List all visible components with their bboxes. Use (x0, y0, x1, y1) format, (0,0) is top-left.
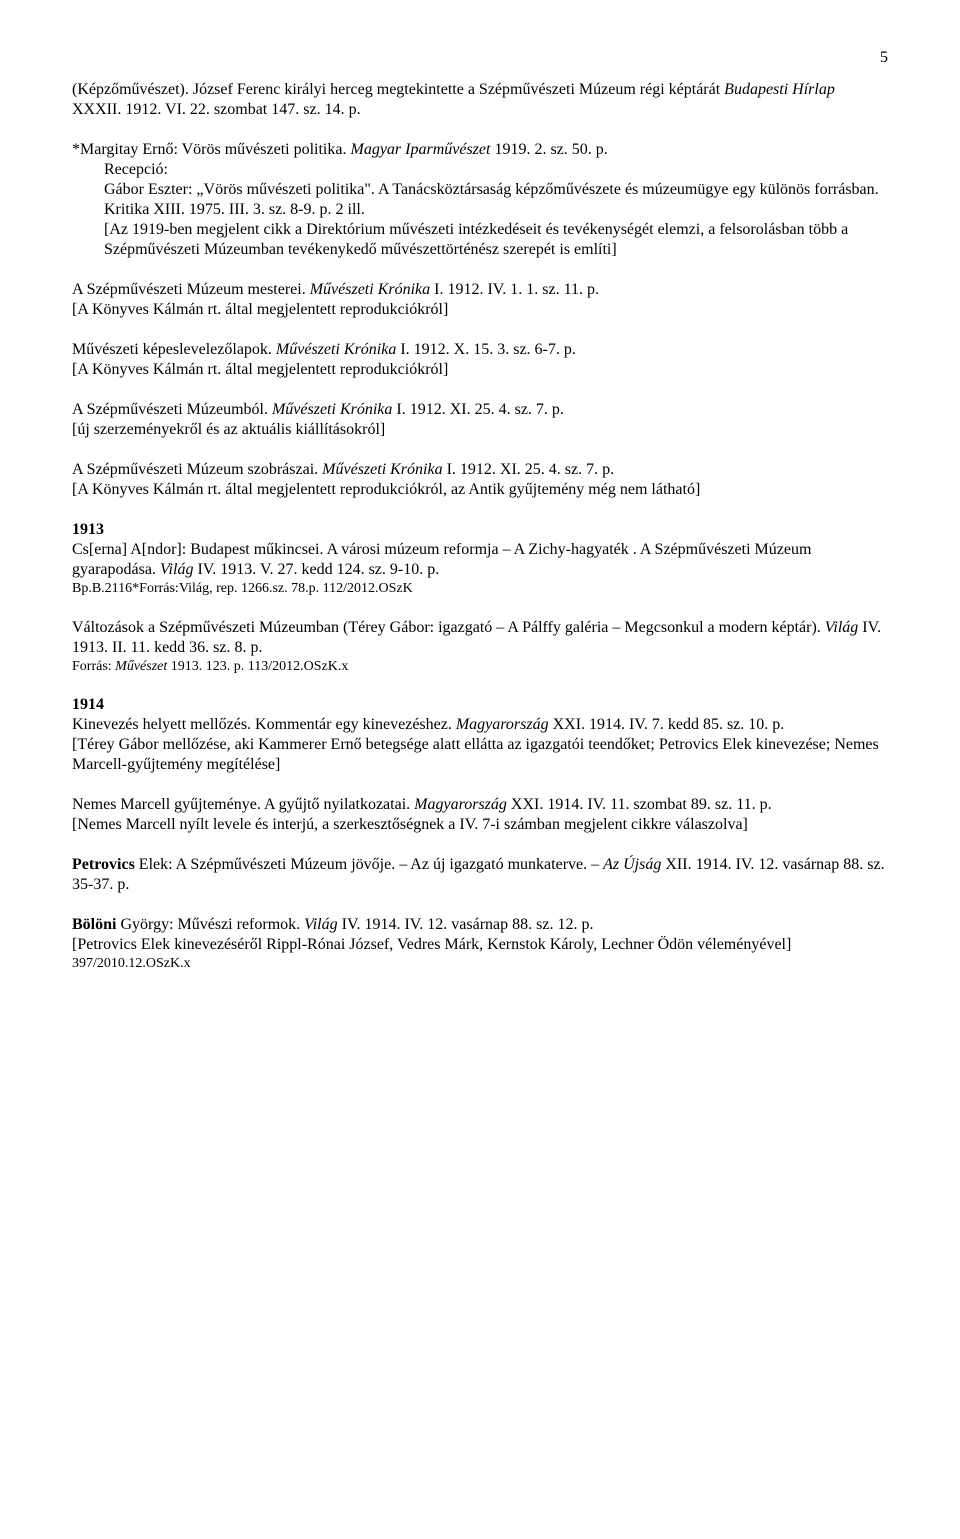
text-segment: Világ (160, 561, 193, 578)
text-segment: Forrás: (72, 659, 115, 674)
bibliography-entry: 1914Kinevezés helyett mellőzés. Kommentá… (72, 695, 888, 775)
text-segment: Magyarország (414, 796, 507, 813)
text-segment: Művészeti Krónika (322, 461, 442, 478)
text-segment: Budapesti Hírlap (724, 81, 835, 98)
text-segment: A Szépművészeti Múzeum mesterei. (72, 281, 310, 298)
text-segment: I. 1912. X. 15. 3. sz. 6-7. p. (396, 341, 576, 358)
text-segment: [Az 1919-ben megjelent cikk a Direktóriu… (104, 221, 848, 258)
entry-line: *Margitay Ernő: Vörös művészeti politika… (72, 140, 888, 160)
bibliography-entry: Nemes Marcell gyűjteménye. A gyűjtő nyil… (72, 795, 888, 835)
year-heading: 1913 (72, 520, 888, 540)
text-segment: Magyar Iparművészet (350, 141, 490, 158)
bibliography-entry: A Szépművészeti Múzeum szobrászai. Művés… (72, 460, 888, 500)
bibliography-entry: (Képzőművészet). József Ferenc királyi h… (72, 80, 888, 120)
entry-line: Művészeti képeslevelezőlapok. Művészeti … (72, 340, 888, 360)
bibliography-entry: *Margitay Ernő: Vörös művészeti politika… (72, 140, 888, 260)
text-segment: Gábor Eszter: „Vörös művészeti politika"… (104, 181, 879, 218)
text-segment: Magyarország (456, 716, 549, 733)
bibliography-entry: 1913Cs[erna] A[ndor]: Budapest műkincsei… (72, 520, 888, 598)
entry-line: [új szerzeményekről és az aktuális kiáll… (72, 420, 888, 440)
text-segment: Művészet (115, 659, 167, 674)
text-segment: XXXII. 1912. VI. 22. szombat 147. sz. 14… (72, 101, 361, 118)
text-segment: IV. 1914. IV. 12. vasárnap 88. sz. 12. p… (338, 916, 594, 933)
year-heading: 1914 (72, 695, 888, 715)
entry-line: 397/2010.12.OSzK.x (72, 955, 888, 973)
text-segment: Bp.B.2116*Forrás:Világ, rep. 1266.sz. 78… (72, 581, 413, 596)
text-segment: Művészeti Krónika (310, 281, 430, 298)
text-segment: 397/2010.12.OSzK.x (72, 956, 191, 971)
text-segment: XXI. 1914. IV. 11. szombat 89. sz. 11. p… (507, 796, 772, 813)
text-segment: I. 1912. XI. 25. 4. sz. 7. p. (443, 461, 615, 478)
bibliography-entry: A Szépművészeti Múzeum mesterei. Művésze… (72, 280, 888, 320)
text-segment: György: Művészi reformok. (116, 916, 304, 933)
entry-line: Forrás: Művészet 1913. 123. p. 113/2012.… (72, 658, 888, 676)
entry-line: A Szépművészeti Múzeum szobrászai. Művés… (72, 460, 888, 480)
text-segment: Elek: A Szépművészeti Múzeum jövője. – A… (135, 856, 603, 873)
text-segment: A Szépművészeti Múzeum szobrászai. (72, 461, 322, 478)
text-segment: [új szerzeményekről és az aktuális kiáll… (72, 421, 385, 438)
bibliography-entry: Bölöni György: Művészi reformok. Világ I… (72, 915, 888, 973)
entry-line: Változások a Szépművészeti Múzeumban (Té… (72, 618, 888, 658)
text-segment: Változások a Szépművészeti Múzeumban (Té… (72, 619, 825, 636)
text-segment: Petrovics (72, 856, 135, 873)
entry-line: (Képzőművészet). József Ferenc királyi h… (72, 80, 888, 120)
text-segment: [Petrovics Elek kinevezéséről Rippl-Róna… (72, 936, 791, 953)
text-segment: 1913. 123. p. 113/2012.OSzK.x (167, 659, 348, 674)
text-segment: *Margitay Ernő: Vörös művészeti politika… (72, 141, 350, 158)
bibliography-entry: Változások a Szépművészeti Múzeumban (Té… (72, 618, 888, 676)
entry-line: Petrovics Elek: A Szépművészeti Múzeum j… (72, 855, 888, 895)
entry-line: [Petrovics Elek kinevezéséről Rippl-Róna… (72, 935, 888, 955)
text-segment: [Térey Gábor mellőzése, aki Kammerer Ern… (72, 736, 879, 773)
text-segment: Világ (304, 916, 337, 933)
entry-line: Cs[erna] A[ndor]: Budapest műkincsei. A … (72, 540, 888, 580)
bibliography-entry: A Szépművészeti Múzeumból. Művészeti Kró… (72, 400, 888, 440)
text-segment: [A Könyves Kálmán rt. által megjelentett… (72, 301, 448, 318)
text-segment: Művészeti Krónika (272, 401, 392, 418)
entry-line: Bölöni György: Művészi reformok. Világ I… (72, 915, 888, 935)
entry-line: Kinevezés helyett mellőzés. Kommentár eg… (72, 715, 888, 735)
entry-line: [Nemes Marcell nyílt levele és interjú, … (72, 815, 888, 835)
entry-line: [Térey Gábor mellőzése, aki Kammerer Ern… (72, 735, 888, 775)
text-segment: I. 1912. XI. 25. 4. sz. 7. p. (392, 401, 564, 418)
bibliography-entry: Művészeti képeslevelezőlapok. Művészeti … (72, 340, 888, 380)
text-segment: I. 1912. IV. 1. 1. sz. 11. p. (430, 281, 599, 298)
text-segment: Recepció: (104, 161, 168, 178)
text-segment: Művészeti képeslevelezőlapok. (72, 341, 276, 358)
entry-line: Nemes Marcell gyűjteménye. A gyűjtő nyil… (72, 795, 888, 815)
text-segment: Nemes Marcell gyűjteménye. A gyűjtő nyil… (72, 796, 414, 813)
text-segment: Kinevezés helyett mellőzés. Kommentár eg… (72, 716, 456, 733)
entry-line: [A Könyves Kálmán rt. által megjelentett… (72, 360, 888, 380)
text-segment: (Képzőművészet). József Ferenc királyi h… (72, 81, 724, 98)
text-segment: [A Könyves Kálmán rt. által megjelentett… (72, 361, 448, 378)
bibliography-entry: Petrovics Elek: A Szépművészeti Múzeum j… (72, 855, 888, 895)
text-segment: [A Könyves Kálmán rt. által megjelentett… (72, 481, 700, 498)
entry-line: Gábor Eszter: „Vörös művészeti politika"… (72, 180, 888, 220)
document-body: (Képzőművészet). József Ferenc királyi h… (72, 80, 888, 973)
text-segment: A Szépművészeti Múzeumból. (72, 401, 272, 418)
text-segment: XXI. 1914. IV. 7. kedd 85. sz. 10. p. (549, 716, 785, 733)
page-number: 5 (72, 48, 888, 68)
text-segment: Bölöni (72, 916, 116, 933)
text-segment: IV. 1913. V. 27. kedd 124. sz. 9-10. p. (193, 561, 439, 578)
entry-line: [A Könyves Kálmán rt. által megjelentett… (72, 300, 888, 320)
entry-line: Bp.B.2116*Forrás:Világ, rep. 1266.sz. 78… (72, 580, 888, 598)
text-segment: [Nemes Marcell nyílt levele és interjú, … (72, 816, 748, 833)
entry-line: A Szépművészeti Múzeumból. Művészeti Kró… (72, 400, 888, 420)
entry-line: [A Könyves Kálmán rt. által megjelentett… (72, 480, 888, 500)
entry-line: [Az 1919-ben megjelent cikk a Direktóriu… (72, 220, 888, 260)
text-segment: Művészeti Krónika (276, 341, 396, 358)
text-segment: Az Újság (603, 856, 661, 873)
entry-line: Recepció: (72, 160, 888, 180)
entry-line: A Szépművészeti Múzeum mesterei. Művésze… (72, 280, 888, 300)
text-segment: Világ (825, 619, 858, 636)
text-segment: 1919. 2. sz. 50. p. (490, 141, 607, 158)
